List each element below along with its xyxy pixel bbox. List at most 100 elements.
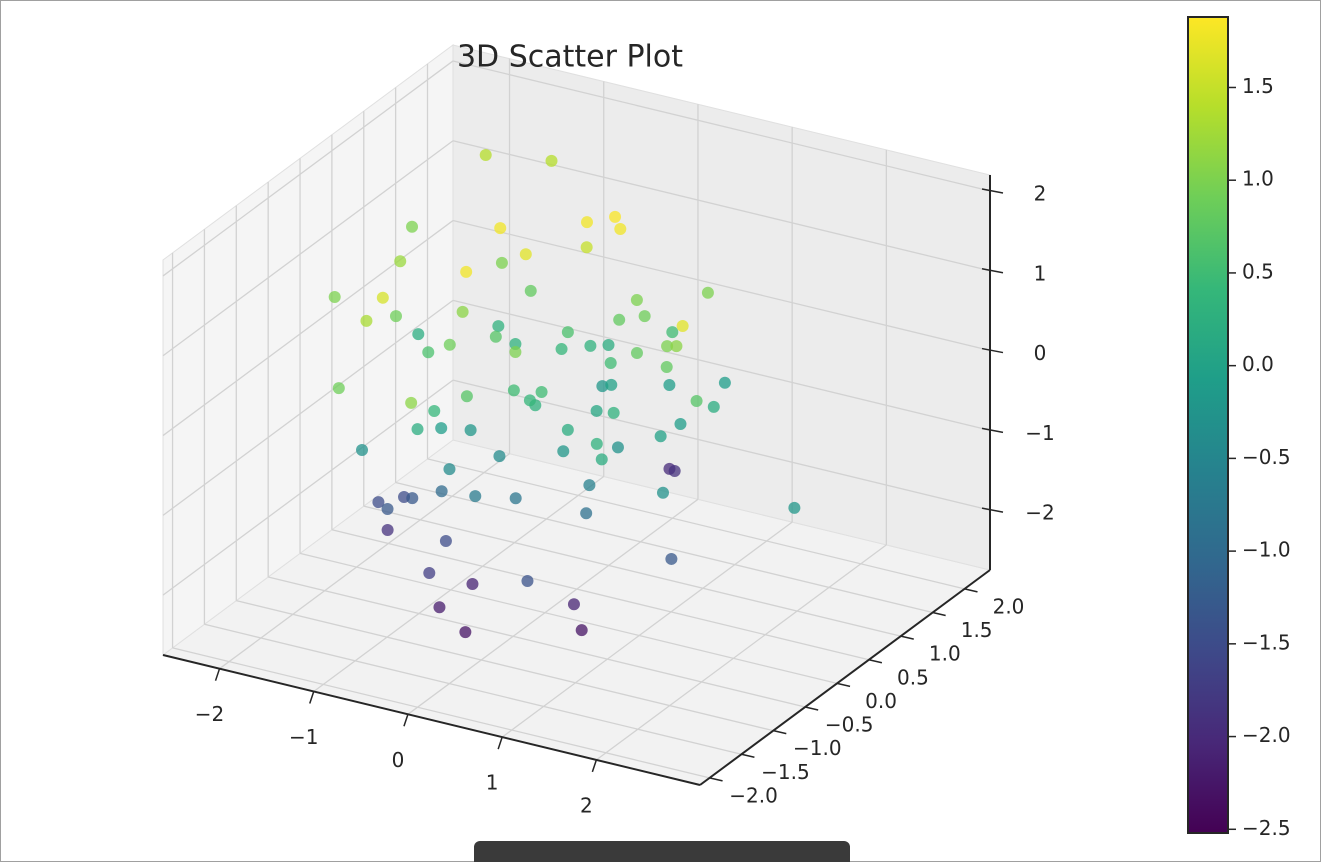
point [381,503,394,516]
point [439,535,452,548]
grid [162,58,991,779]
point [654,430,667,443]
x-tick [403,714,409,727]
point [580,216,593,229]
x-tick-label: −2 [195,702,224,726]
point [523,394,536,407]
point [690,395,703,408]
grid-line [162,220,454,437]
grid-line [268,576,806,708]
y-tick [836,682,851,688]
point [435,422,448,435]
point [630,293,643,306]
point [493,450,506,463]
point [456,305,469,318]
viewer-toolbar[interactable] [474,841,850,862]
point [670,340,683,353]
grid-line [595,544,887,761]
y-tick-label: 2.0 [993,594,1025,618]
point [583,479,596,492]
point [555,343,568,356]
grid-line [162,140,454,357]
y-axis [699,569,991,786]
point [676,320,689,333]
y-tick [709,777,723,782]
point [428,405,441,418]
grid-line [162,299,454,516]
colorbar-tick-label: 1.0 [1242,167,1274,191]
point [660,361,673,374]
grid-line [172,647,710,779]
x-tick-label: 2 [580,793,593,817]
point [356,444,369,457]
grid-line [407,498,699,715]
point [611,441,624,454]
point [328,291,341,304]
point [557,445,570,458]
point [376,291,389,304]
x-tick-label: 1 [486,771,499,795]
point [596,380,609,393]
point [507,384,520,397]
point [443,463,456,476]
point [459,626,472,639]
point [567,598,580,611]
point [406,220,419,233]
z-tick [981,268,1004,274]
point [604,357,617,370]
y-tick-label: 0.5 [897,665,929,689]
y-tick [773,729,787,735]
points [328,148,801,639]
point [561,326,574,339]
point [394,255,407,268]
point [494,222,507,235]
point [595,453,608,466]
y-tick-label: −1.0 [793,736,842,760]
y-tick-label: 0.0 [865,689,897,713]
x-axis [162,654,701,786]
panes [161,44,992,786]
y-tick [900,635,914,640]
point [701,286,714,299]
x-tick-label: 0 [392,748,405,772]
point [580,507,593,520]
z-tick [981,188,1004,194]
point [389,310,402,323]
colorbar: −2.5 −2.0 −1.5 −1.0 −0.5 0.0 0.5 1.0 1.5 [1187,16,1291,840]
grid-line [162,60,454,277]
point [674,418,687,431]
grid-line [427,458,965,590]
colorbar-tick-label: −2.0 [1242,723,1291,747]
point [435,485,448,498]
grid-line [452,60,991,192]
x-tick [309,691,315,704]
point [614,222,627,235]
grid-line [219,453,510,670]
grid-line [363,505,901,637]
y-tick-label: −0.5 [825,713,874,737]
point [575,624,588,637]
point [561,423,574,436]
point [524,284,537,297]
point [460,390,473,403]
point [469,490,482,503]
point [492,320,505,333]
point [535,386,548,399]
y-tick [868,659,883,664]
z-tick-label: 2 [1034,181,1047,205]
point [381,523,394,536]
y-tick [804,706,819,711]
colorbar-tick-label: −2.5 [1242,816,1291,840]
point [489,330,502,343]
point [788,501,801,514]
point [584,339,597,352]
point [613,313,626,326]
point [590,437,603,450]
point [590,404,603,417]
grid-line [452,219,991,352]
point [412,328,425,341]
point [360,314,373,327]
colorbar-tick-label: −1.5 [1242,630,1291,654]
point [495,256,508,269]
y-tick [741,753,755,759]
